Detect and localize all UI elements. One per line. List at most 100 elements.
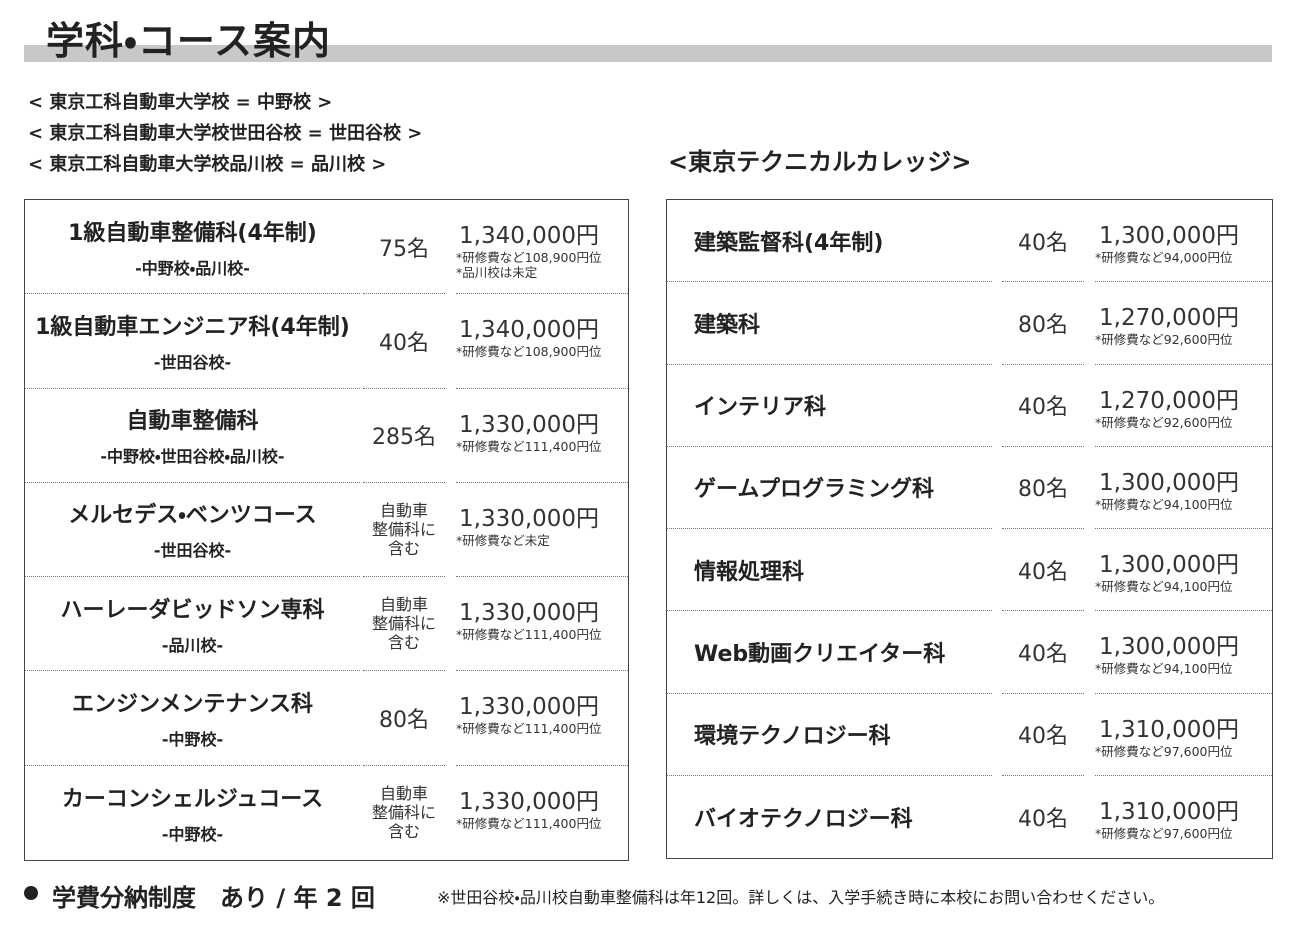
fee-cell: 1,300,000円 *研修費など94,100円位 [1095,611,1272,694]
fee-note: *研修費など111,400円位 [456,627,602,643]
fee-cell: 1,330,000円 *研修費など111,400円位 [456,389,628,483]
campus-name: -中野校・品川校- [135,258,250,278]
capacity: 40名 [1018,641,1068,667]
fee: 1,330,000円 [459,505,600,532]
fee-cell: 1,330,000円 *研修費など111,400円位 [456,766,628,860]
campus-name: -中野校- [161,730,224,750]
title-bar [24,45,1272,62]
course-name: ゲームプログラミング科 [694,477,935,503]
fee: 1,300,000円 [1099,223,1240,249]
course-name: エンジンメンテナンス科 [72,692,313,718]
campus-note: < 東京工科自動車大学校世田谷校 = 世田谷校 > [28,123,423,144]
table-row: エンジンメンテナンス科 -中野校- 80名 1,330,000円 *研修費など111,4… [25,671,628,766]
fee-note: *研修費など94,100円位 [1095,496,1233,512]
fee-cell: 1,340,000円 *研修費など108,900円位 *品川校は未定 [456,200,628,295]
fee-cell: 1,310,000円 *研修費など97,600円位 [1095,776,1272,858]
fee-cell: 1,300,000円 *研修費など94,100円位 [1095,529,1272,612]
course-cell: エンジンメンテナンス科 -中野校- [25,671,360,766]
capacity: 40名 [1018,395,1068,421]
fee-note: *研修費など111,400円位 [456,721,602,737]
fee: 1,270,000円 [1099,387,1240,414]
capacity-cell: 40名 [1002,200,1084,283]
capacity: 40名 [1018,806,1068,832]
fee-note: *研修費など未定 [456,532,550,548]
course-name: 1級自動車整備科(4年制) [68,220,317,246]
fee-cell: 1,300,000円 *研修費など94,100円位 [1095,447,1272,529]
capacity: 含む [387,538,420,558]
capacity: 40名 [1018,559,1068,585]
course-name: インテリア科 [694,395,827,421]
course-cell: インテリア科 [667,365,992,447]
table-row: 1級自動車エンジニア科(4年制) -世田谷校- 40名 1,340,000円 *研修費な… [25,294,628,389]
course-name: バイオテクノロジー科 [694,806,913,832]
course-cell: ゲームプログラミング科 [667,447,992,529]
fee: 1,300,000円 [1099,634,1240,661]
table-row: 環境テクノロジー科 40名 1,310,000円 *研修費など97,600円位 [667,694,1272,776]
fee-note: *品川校は未定 [456,265,538,280]
fee: 1,330,000円 [459,600,600,627]
page-title: 学科・コース案内 [46,19,332,63]
fee-note: *研修費など92,600円位 [1095,332,1233,348]
course-cell: 建築監督科(4年制) [667,200,992,283]
course-cell: Web動画クリエイター科 [667,611,992,694]
course-cell: バイオテクノロジー科 [667,776,992,858]
course-cell: 自動車整備科 -中野校・世田谷校・品川校- [25,389,360,483]
course-name: 建築監督科(4年制) [694,230,884,256]
fee: 1,330,000円 [459,694,600,721]
capacity: 75名 [379,236,429,262]
course-name: ハーレーダビッドソン専科 [60,597,325,623]
fee: 1,300,000円 [1099,469,1240,496]
capacity-cell: 40名 [1002,529,1084,612]
capacity: 80名 [379,708,429,734]
fee-cell: 1,330,000円 *研修費など111,400円位 [456,671,628,766]
fee: 1,310,000円 [1099,798,1240,825]
capacity-cell: 75名 [363,200,445,295]
capacity-cell: 40名 [1002,776,1084,858]
capacity-cell: 285名 [363,389,445,483]
capacity: 40名 [379,330,429,356]
right-table: 建築監督科(4年制) 40名 1,300,000円 *研修費など94,000円位 建築科… [666,199,1273,859]
capacity: 整備科に [371,803,436,823]
fee-note: *研修費など92,600円位 [1095,414,1233,430]
fee: 1,300,000円 [1099,552,1240,578]
course-cell: カーコンシェルジュコース -中野校- [25,766,360,860]
campus-note: < 東京工科自動車大学校品川校 = 品川校 > [28,154,387,175]
fee-cell: 1,330,000円 *研修費など111,400円位 [456,577,628,672]
capacity: 80名 [1018,312,1068,338]
capacity: 含む [387,822,420,842]
course-name: 環境テクノロジー科 [694,724,891,750]
course-name: 自動車整備科 [126,409,259,435]
course-name: Web動画クリエイター科 [694,641,946,667]
capacity: 自動車 [379,595,428,615]
capacity: 整備科に [371,614,436,634]
capacity-cell: 40名 [1002,611,1084,694]
table-row: バイオテクノロジー科 40名 1,310,000円 *研修費など97,600円位 [667,776,1272,858]
course-name: 建築科 [694,312,761,338]
fee: 1,340,000円 [459,223,600,249]
table-row: メルセデス・ベンツコース -世田谷校- 自動車 整備科に 含む 1,330,000円 *研修… [25,483,628,578]
fee-note: *研修費など111,400円位 [456,438,602,454]
right-heading: <東京テクニカルカレッジ> [668,148,972,176]
fee-cell: 1,330,000円 *研修費など未定 [456,483,628,578]
table-row: 建築科 80名 1,270,000円 *研修費など92,600円位 [667,282,1272,365]
fee-note: *研修費など94,100円位 [1095,661,1233,677]
course-cell: ハーレーダビッドソン専科 -品川校- [25,577,360,672]
course-cell: 情報処理科 [667,529,992,612]
fee: 1,270,000円 [1099,305,1240,332]
capacity: 整備科に [371,519,436,539]
capacity-cell: 40名 [363,294,445,389]
fee-note: *研修費など94,000円位 [1095,250,1233,265]
footer-policy: 学費分納制度 あり / 年 2 回 [52,884,375,912]
fee-note: *研修費など108,900円位 [456,344,602,360]
course-name: メルセデス・ベンツコース [68,503,317,529]
fee-note: *研修費など111,400円位 [456,815,602,831]
course-cell: 建築科 [667,282,992,365]
course-cell: 1級自動車整備科(4年制) -中野校・品川校- [25,200,360,295]
course-name: 情報処理科 [694,559,805,585]
fee: 1,330,000円 [459,411,600,438]
capacity-cell: 80名 [363,671,445,766]
capacity-cell: 自動車 整備科に 含む [363,577,445,672]
capacity-cell: 40名 [1002,365,1084,447]
